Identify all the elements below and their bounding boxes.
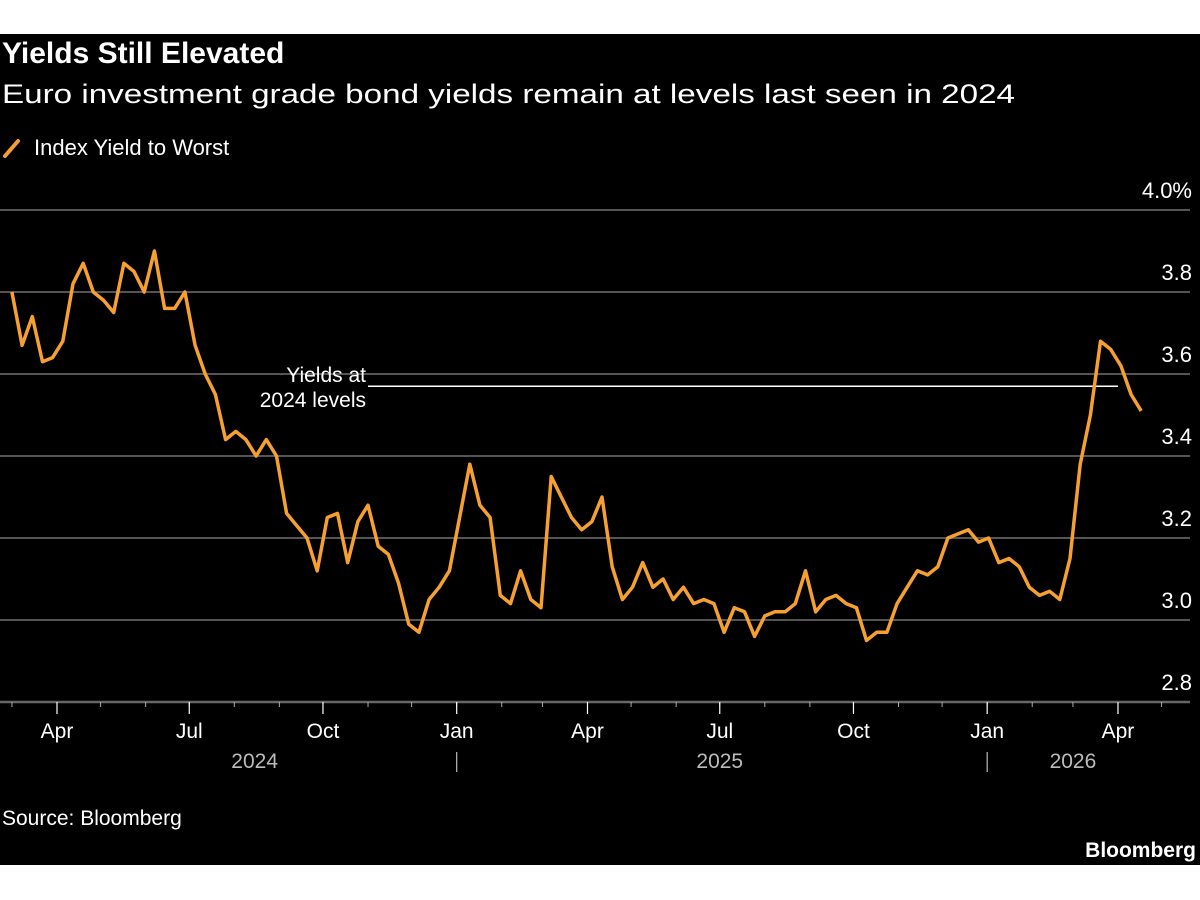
y-tick-label: 2.8 — [1161, 670, 1192, 695]
y-tick-label: 3.0 — [1161, 588, 1192, 613]
x-tick-label: Apr — [1102, 720, 1135, 743]
x-tick-label: Jul — [176, 720, 203, 743]
chart-subtitle: Euro investment grade bond yields remain… — [2, 79, 1015, 109]
y-tick-label: 3.2 — [1161, 506, 1192, 531]
x-tick-label: Apr — [41, 720, 74, 743]
bloomberg-logo: Bloomberg — [1085, 839, 1196, 862]
year-label: 2024 — [231, 750, 278, 773]
y-tick-label: 3.6 — [1161, 342, 1192, 367]
y-tick-label: 3.8 — [1161, 260, 1192, 285]
legend-swatch-icon — [3, 139, 20, 158]
x-tick-label: Apr — [571, 720, 604, 743]
annotation-text-line-2: 2024 levels — [260, 389, 366, 412]
annotation-text-line-1: Yields at — [286, 364, 366, 387]
x-tick-label: Jul — [706, 720, 733, 743]
x-tick-label: Jan — [970, 720, 1004, 743]
legend: Index Yield to Worst — [3, 135, 229, 160]
chart-background — [0, 34, 1200, 865]
y-axis: 4.0% 3.8 3.6 3.4 3.2 3.0 2.8 — [1142, 178, 1192, 695]
annotation: Yields at 2024 levels — [260, 364, 1118, 412]
source-note: Source: Bloomberg — [2, 807, 182, 830]
year-label: 2026 — [1050, 750, 1097, 773]
gridlines — [0, 209, 1190, 704]
x-tick-label: Oct — [837, 720, 870, 743]
x-tick-label: Oct — [307, 720, 340, 743]
y-tick-label: 3.4 — [1161, 424, 1192, 449]
y-tick-label: 4.0% — [1142, 178, 1192, 203]
legend-label: Index Yield to Worst — [34, 135, 229, 160]
x-axis: Apr Jul Oct Jan Apr Jul Oct Jan Apr 2024 2025 2026 — [11, 702, 1163, 773]
chart-title: Yields Still Elevated — [2, 37, 284, 70]
series-line-index-yield-to-worst — [10, 249, 1143, 643]
x-tick-label: Jan — [440, 720, 474, 743]
year-label: 2025 — [696, 750, 743, 773]
